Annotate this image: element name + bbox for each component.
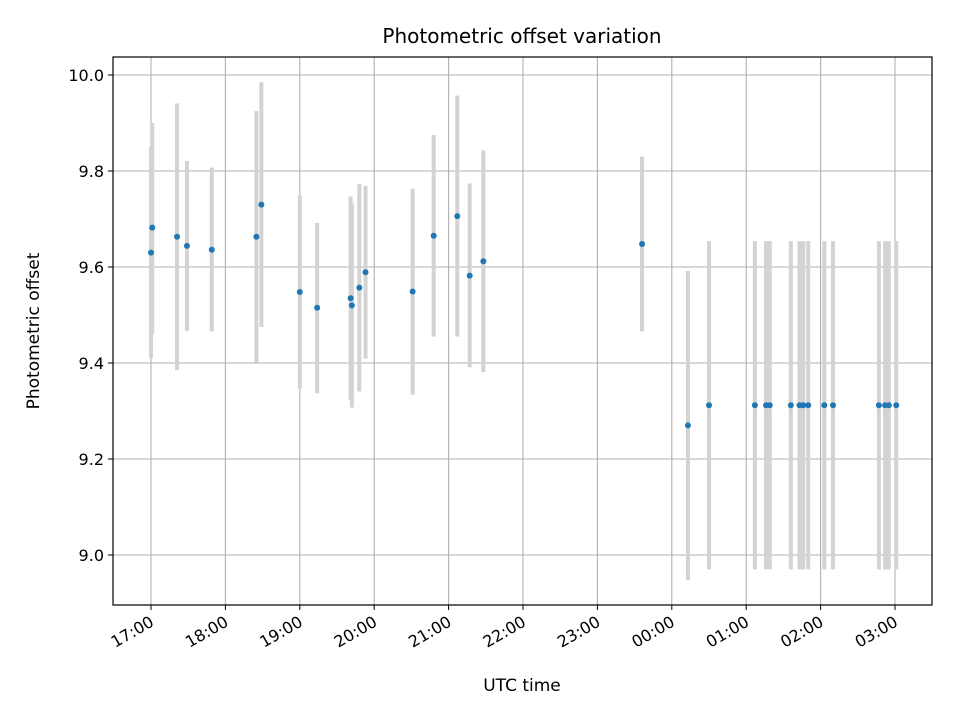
y-axis-label: Photometric offset	[24, 252, 44, 409]
data-point	[314, 304, 321, 311]
y-tick-label: 9.6	[79, 258, 104, 277]
data-point	[347, 295, 354, 302]
data-point	[766, 402, 773, 409]
data-point	[684, 422, 691, 429]
y-axis-ticks: 9.0 9.2 9.4 9.6 9.8 10.0	[68, 66, 113, 565]
data-point	[208, 246, 215, 253]
data-point	[805, 402, 812, 409]
data-points	[148, 201, 900, 429]
data-point	[787, 402, 794, 409]
data-point	[258, 201, 265, 208]
data-point	[183, 242, 190, 249]
data-point	[751, 402, 758, 409]
data-point	[296, 288, 303, 295]
data-point	[639, 240, 646, 247]
data-point	[454, 213, 461, 220]
data-point	[875, 402, 882, 409]
data-point	[480, 258, 487, 265]
data-point	[893, 402, 900, 409]
data-point	[466, 272, 473, 279]
data-point	[356, 284, 363, 291]
data-point	[253, 233, 260, 240]
data-point	[706, 402, 712, 409]
y-tick-label: 9.2	[79, 450, 104, 469]
data-point	[362, 269, 369, 276]
data-point	[148, 249, 154, 256]
y-tick-label: 9.8	[79, 162, 104, 181]
data-point	[800, 402, 807, 409]
x-axis-label: UTC time	[483, 676, 561, 696]
chart-title: Photometric offset variation	[382, 24, 661, 48]
y-tick-label: 9.0	[79, 546, 104, 565]
data-point	[348, 302, 355, 309]
y-tick-label: 9.4	[79, 354, 104, 373]
data-point	[409, 288, 416, 295]
y-tick-label: 10.0	[68, 66, 104, 85]
data-point	[821, 402, 828, 409]
data-point	[830, 402, 836, 409]
data-point	[174, 233, 181, 240]
data-point	[149, 224, 156, 231]
data-point	[885, 402, 892, 409]
data-point	[430, 232, 437, 239]
